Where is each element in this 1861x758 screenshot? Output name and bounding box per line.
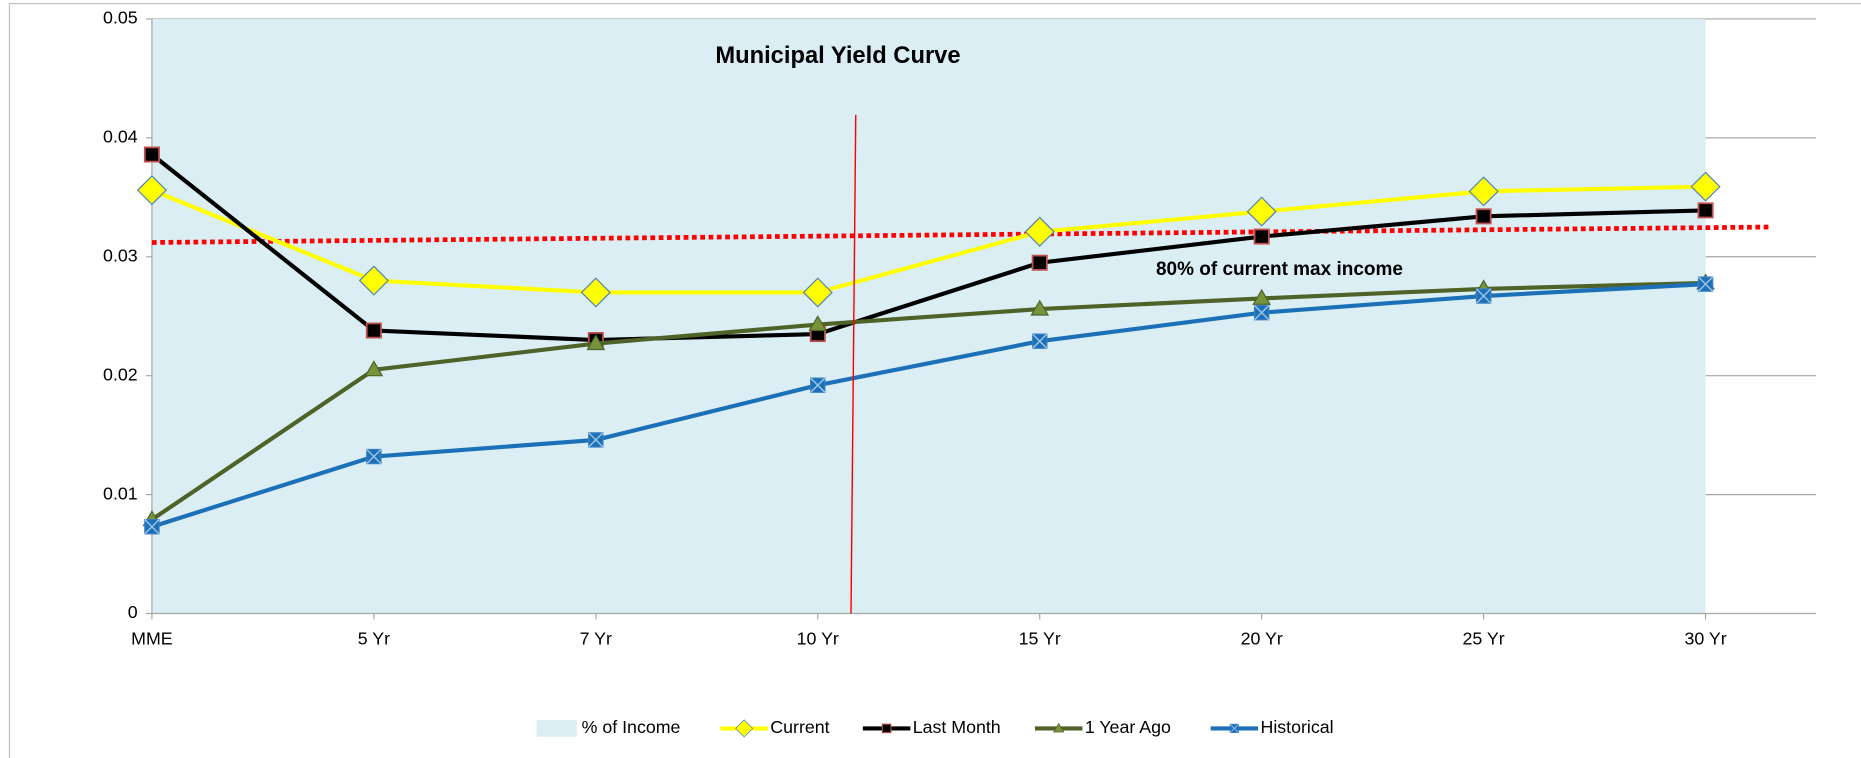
- marker: [143, 146, 160, 163]
- marker: [1053, 722, 1065, 733]
- marker: [881, 723, 892, 734]
- y-tick-label: 0.05: [103, 8, 138, 28]
- x-tick-label: 5 Yr: [358, 628, 390, 648]
- series-line: [151, 184, 1706, 295]
- marker-cross: [1697, 276, 1714, 292]
- y-tick-label: 0.04: [103, 127, 138, 147]
- marker-cross: [1254, 305, 1270, 321]
- marker-cross: [1476, 288, 1492, 304]
- x-tick-label: 7 Yr: [580, 628, 612, 648]
- annotation: 80% of current max income: [1156, 259, 1403, 280]
- marker-cross: [588, 432, 604, 448]
- marker: [588, 432, 604, 448]
- marker: [586, 334, 606, 351]
- legend-label: Historical: [1260, 717, 1333, 737]
- marker-cross: [810, 377, 826, 393]
- marker: [136, 175, 168, 206]
- marker: [1690, 171, 1721, 202]
- y-tick-label: 0: [128, 602, 138, 622]
- marker: [144, 519, 160, 535]
- x-tick-label: 30 Yr: [1684, 628, 1726, 648]
- marker: [1246, 196, 1277, 227]
- marker-line: [850, 114, 857, 614]
- marker: [580, 277, 611, 308]
- marker: [366, 448, 382, 465]
- legend-item: Last Month: [862, 717, 1001, 737]
- marker-cross: [1229, 723, 1239, 733]
- marker: [1229, 723, 1240, 734]
- marker: [1468, 176, 1499, 207]
- marker: [1030, 299, 1050, 316]
- marker: [1697, 202, 1714, 219]
- x-tick-label: MME: [131, 628, 173, 648]
- marker: [1697, 276, 1714, 292]
- x-tick-label: 25 Yr: [1463, 628, 1505, 648]
- marker: [802, 277, 833, 308]
- marker: [364, 360, 384, 377]
- marker: [1031, 254, 1048, 271]
- legend-swatch: [536, 720, 577, 737]
- reference-line: [151, 224, 1769, 245]
- series-line: [151, 282, 1706, 529]
- marker: [808, 315, 828, 332]
- legend-item: % of Income: [536, 717, 681, 737]
- marker: [735, 719, 754, 738]
- marker: [810, 377, 826, 393]
- marker: [358, 265, 389, 296]
- legend-label: % of Income: [582, 717, 681, 737]
- marker: [1253, 304, 1270, 321]
- marker: [1475, 288, 1492, 304]
- marker: [1252, 288, 1272, 305]
- x-tick-label: 15 Yr: [1019, 628, 1061, 648]
- marker-cross: [144, 519, 160, 535]
- x-tick-label: 20 Yr: [1241, 628, 1283, 648]
- x-tick-label: 10 Yr: [797, 628, 839, 648]
- y-tick-label: 0.02: [103, 364, 138, 384]
- marker-cross: [1032, 333, 1048, 349]
- y-tick-label: 0.01: [103, 483, 138, 503]
- chart-title: Municipal Yield Curve: [715, 43, 960, 69]
- legend-item: Current: [720, 717, 830, 738]
- marker: [1475, 208, 1492, 225]
- legend-label: Current: [770, 717, 829, 737]
- marker: [1253, 228, 1270, 245]
- chart-frame: [8, 2, 1861, 758]
- legend-item: Historical: [1210, 717, 1334, 737]
- marker: [1032, 333, 1048, 349]
- legend-item: 1 Year Ago: [1034, 717, 1171, 737]
- series-line: [150, 152, 1706, 343]
- y-tick-label: 0.03: [103, 245, 138, 265]
- marker-cross: [366, 448, 382, 465]
- series-line: [150, 280, 1706, 522]
- legend-label: 1 Year Ago: [1085, 717, 1171, 737]
- marker: [1024, 216, 1055, 247]
- legend-label: Last Month: [913, 717, 1001, 737]
- marker: [365, 322, 382, 339]
